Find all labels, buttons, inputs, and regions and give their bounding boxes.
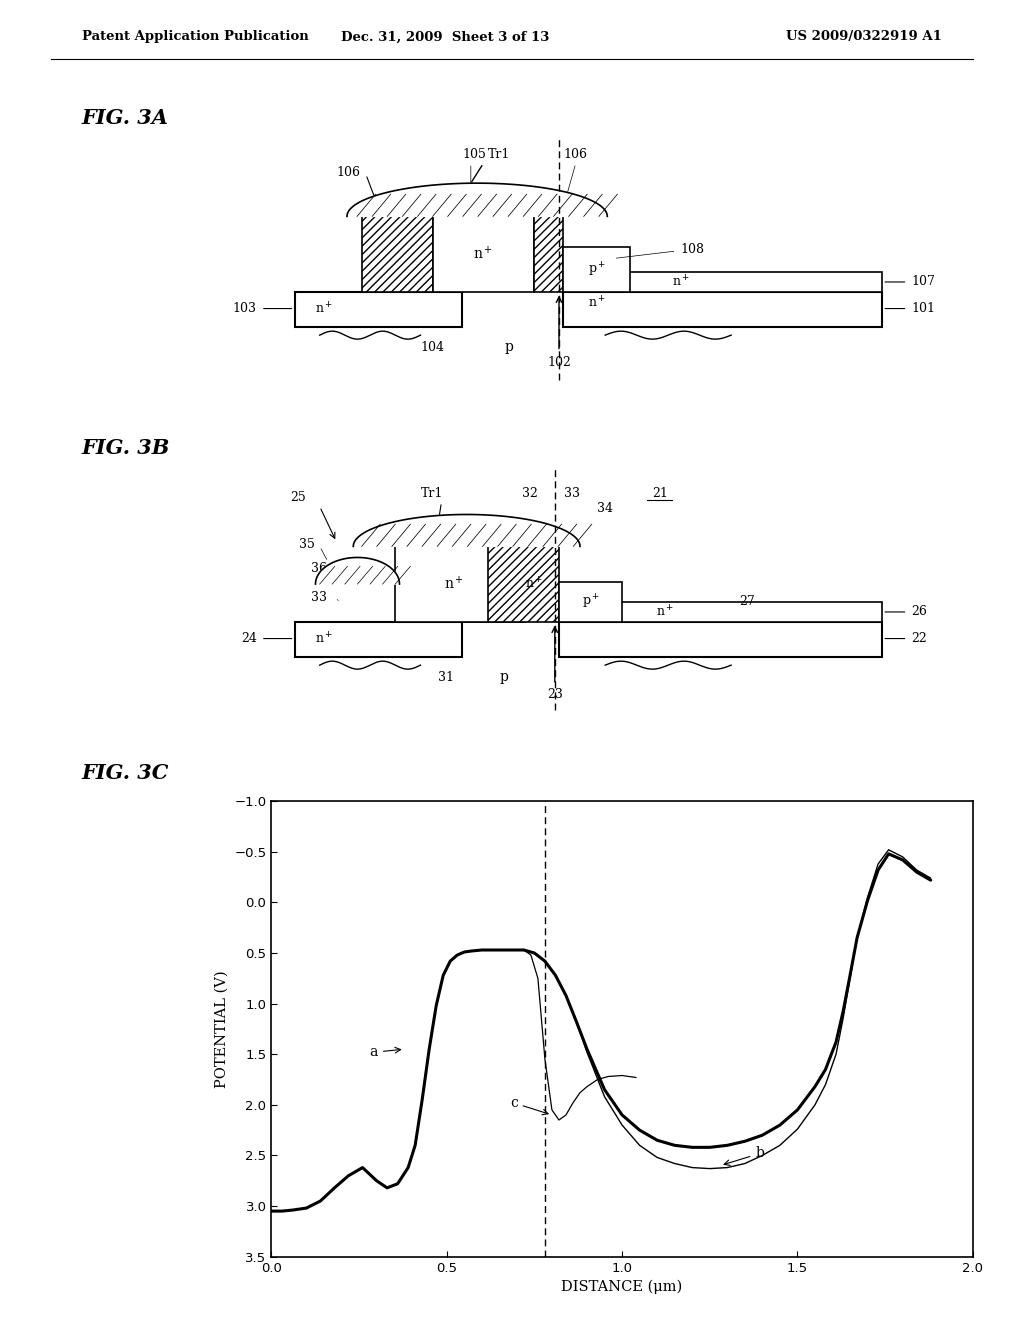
Text: 106: 106 (337, 165, 360, 178)
Text: n$^+$: n$^+$ (524, 577, 543, 591)
Polygon shape (315, 557, 399, 583)
Bar (559, 602, 883, 622)
Text: 33: 33 (563, 487, 580, 500)
Text: 34: 34 (597, 503, 613, 515)
Text: p$^+$: p$^+$ (582, 593, 600, 611)
Text: FIG. 3B: FIG. 3B (82, 438, 170, 458)
Text: n$^+$: n$^+$ (444, 576, 464, 593)
Text: Tr1: Tr1 (487, 148, 510, 161)
Text: n$^+$: n$^+$ (673, 275, 690, 289)
Text: 23: 23 (547, 688, 563, 701)
Polygon shape (347, 183, 607, 216)
Text: 108: 108 (681, 243, 705, 256)
Text: n$^+$: n$^+$ (473, 246, 494, 263)
Text: 33: 33 (311, 591, 328, 603)
Text: 35: 35 (299, 537, 314, 550)
Text: n$^+$: n$^+$ (315, 631, 334, 647)
Text: 26: 26 (911, 606, 928, 619)
Bar (563, 272, 883, 292)
Text: n$^+$: n$^+$ (589, 296, 606, 310)
Bar (563, 292, 883, 327)
X-axis label: DISTANCE (μm): DISTANCE (μm) (561, 1280, 683, 1295)
Polygon shape (353, 515, 580, 546)
Bar (559, 622, 883, 657)
Text: p$^+$: p$^+$ (588, 260, 606, 279)
Text: FIG. 3C: FIG. 3C (82, 763, 169, 783)
Text: n$^+$: n$^+$ (655, 605, 674, 619)
Text: 27: 27 (739, 595, 756, 609)
Text: 24: 24 (241, 632, 257, 645)
Bar (295, 622, 463, 657)
Text: b: b (724, 1147, 764, 1166)
Text: 107: 107 (911, 276, 936, 289)
Bar (295, 292, 463, 327)
Text: p: p (505, 341, 513, 354)
Text: Dec. 31, 2009  Sheet 3 of 13: Dec. 31, 2009 Sheet 3 of 13 (341, 30, 550, 44)
Bar (534, 216, 563, 292)
Text: 101: 101 (911, 302, 936, 315)
Text: Patent Application Publication: Patent Application Publication (82, 30, 308, 44)
Text: 21: 21 (652, 487, 668, 500)
Bar (559, 582, 622, 622)
Bar (361, 216, 433, 292)
Bar (395, 546, 525, 622)
Y-axis label: POTENTIAL (V): POTENTIAL (V) (215, 970, 228, 1088)
Text: 106: 106 (563, 148, 587, 161)
Text: US 2009/0322919 A1: US 2009/0322919 A1 (786, 30, 942, 44)
Bar (487, 546, 559, 622)
Bar (433, 216, 534, 292)
Text: p: p (500, 671, 509, 684)
Text: 105: 105 (463, 148, 486, 161)
Text: Tr1: Tr1 (421, 487, 442, 500)
Text: 104: 104 (421, 341, 444, 354)
Text: 25: 25 (291, 491, 306, 504)
Text: a: a (370, 1045, 400, 1059)
Text: c: c (510, 1096, 548, 1114)
Text: FIG. 3A: FIG. 3A (82, 108, 169, 128)
Text: 32: 32 (521, 487, 538, 500)
Bar (450, 546, 487, 622)
Text: 31: 31 (437, 671, 454, 684)
Text: 22: 22 (911, 632, 928, 645)
Text: 102: 102 (547, 356, 571, 370)
Bar (563, 247, 631, 292)
Text: n$^+$: n$^+$ (315, 301, 334, 317)
Text: 103: 103 (232, 302, 257, 315)
Text: 36: 36 (311, 562, 328, 576)
